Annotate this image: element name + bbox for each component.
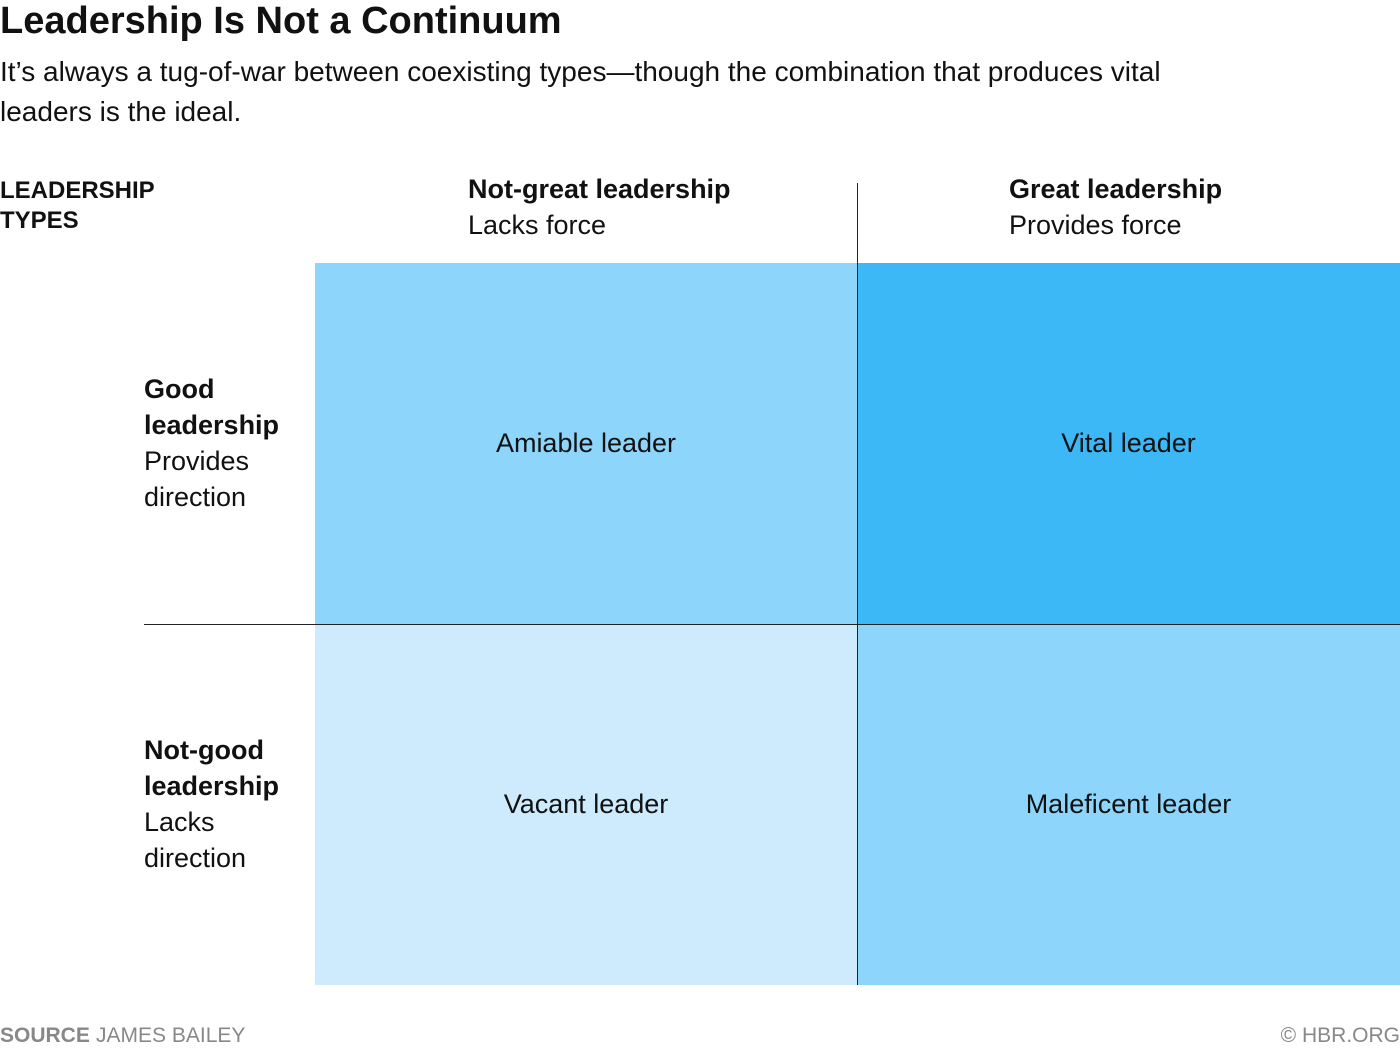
column-heading: Great leadership <box>1009 174 1223 204</box>
cell: Vital leader <box>857 263 1400 624</box>
row-subheading: Lacks direction <box>144 807 247 873</box>
row-header: Good leadership Provides direction <box>144 371 309 515</box>
column-subheading: Lacks force <box>468 210 607 240</box>
source: JAMES BAILEY <box>96 1024 246 1047</box>
row-heading: Good leadership <box>144 374 280 440</box>
cell: Amiable leader <box>315 263 857 624</box>
cell: Maleficent leader <box>857 624 1400 985</box>
column-subheading: Provides force <box>1009 210 1182 240</box>
row-heading: Not-good leadership <box>144 735 280 801</box>
subtitle: It’s always a tug-of-war between coexist… <box>0 56 1161 127</box>
divider <box>857 183 858 985</box>
cell: Vacant leader <box>315 624 857 985</box>
row-subheading: Provides direction <box>144 446 250 512</box>
row-header: Not-good leadership Lacks direction <box>144 732 309 876</box>
column-heading: Not-great leadership <box>468 174 731 204</box>
title: Leadership Is Not a Continuum <box>0 0 562 42</box>
corner-label: LEADERSHIP TYPES <box>0 177 155 234</box>
source-label: SOURCE <box>0 1024 90 1047</box>
credit: © HBR.ORG <box>1280 1024 1400 1047</box>
divider <box>144 624 1400 625</box>
